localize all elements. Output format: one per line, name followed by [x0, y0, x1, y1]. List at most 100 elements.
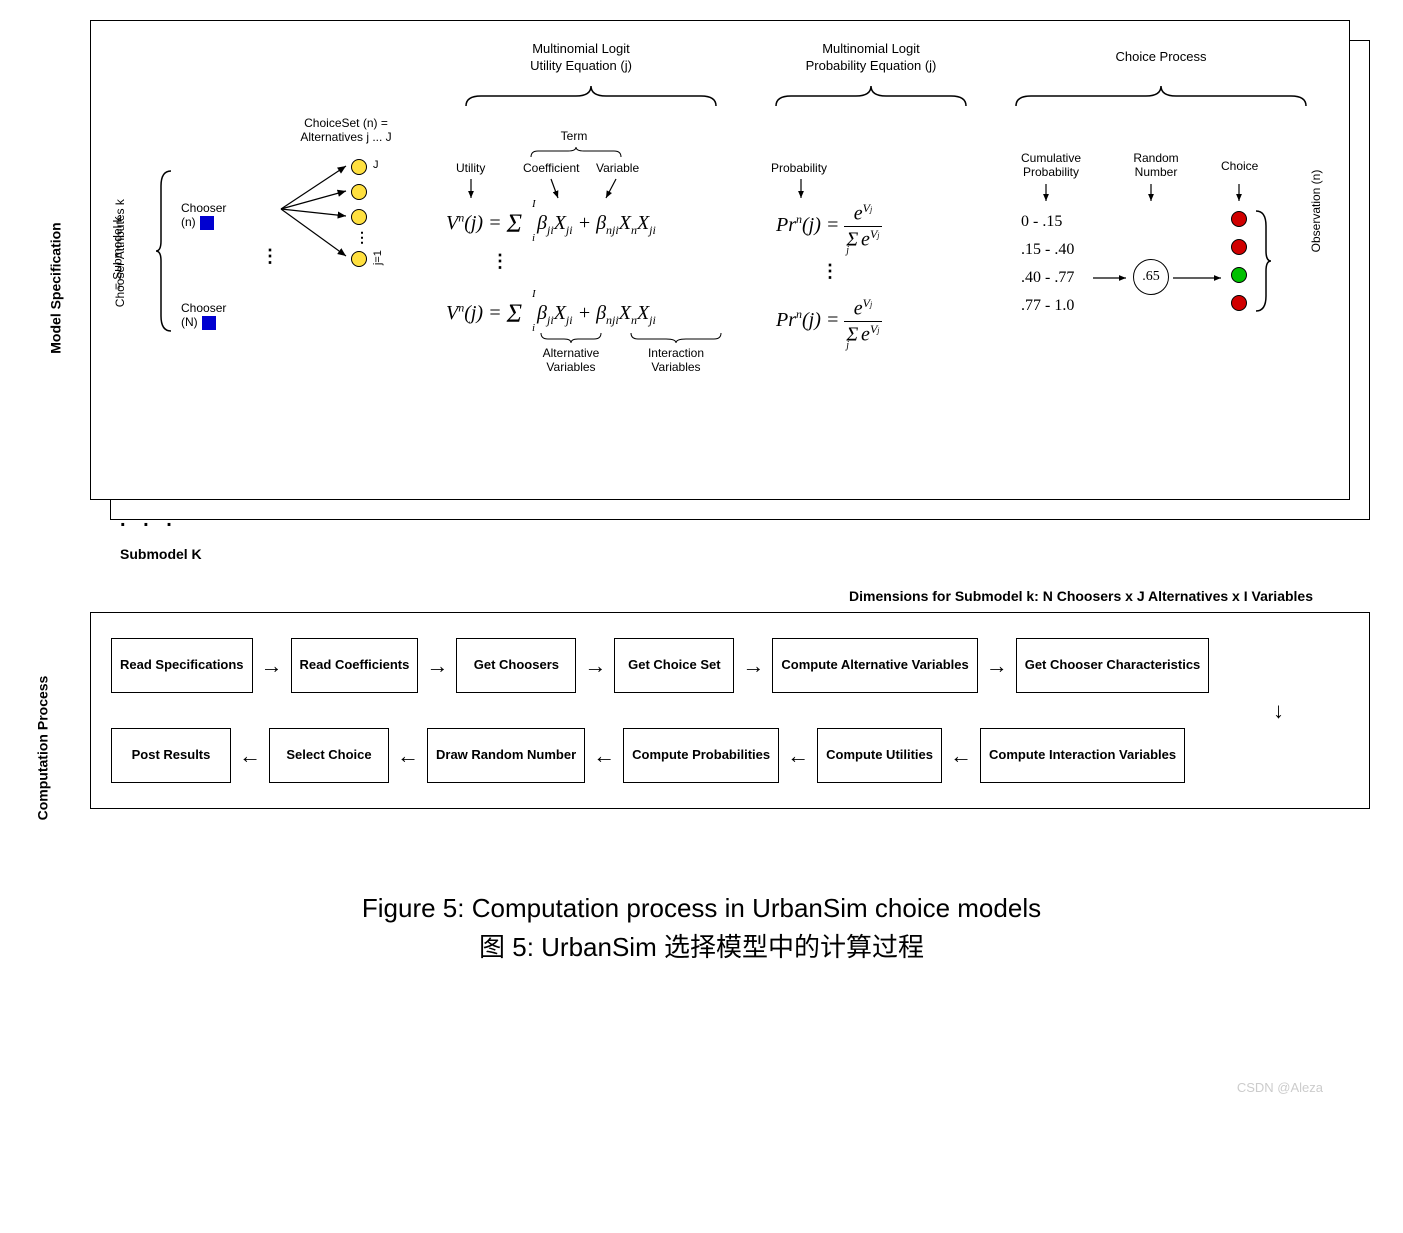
choice-dot-2	[1231, 267, 1247, 283]
brace-obs	[1253, 206, 1273, 316]
brace-utility	[461, 81, 721, 111]
step-get-choosers: Get Choosers	[456, 638, 576, 693]
arrow-icon: →	[584, 653, 606, 679]
dimensions-text: Dimensions for Submodel k: N Choosers x …	[40, 588, 1313, 604]
step-compute-prob: Compute Probabilities	[623, 728, 779, 783]
brace-chooser	[156, 166, 176, 336]
step-get-choiceset: Get Choice Set	[614, 638, 734, 693]
randnum-label: Random Number	[1121, 151, 1191, 180]
alt-circle-2	[351, 184, 367, 200]
choice-section-title: Choice Process	[1031, 49, 1291, 66]
step-read-spec: Read Specifications	[111, 638, 253, 693]
random-value: .65	[1142, 269, 1160, 285]
range-to-rand-arrow	[1091, 271, 1131, 286]
prob-vdots: ⋮	[821, 261, 839, 282]
step-compute-util: Compute Utilities	[817, 728, 942, 783]
chooser-big-n: Chooser (N)	[181, 301, 226, 330]
alt-circle-j	[351, 251, 367, 267]
step-post-results: Post Results	[111, 728, 231, 783]
submodel-k-label: Submodel K	[120, 546, 202, 562]
range-2: .40 - .77	[1021, 269, 1074, 287]
figure-caption: Figure 5: Computation process in UrbanSi…	[40, 889, 1363, 967]
utility-title-2: Utility Equation (j)	[530, 58, 632, 73]
utility-arrows	[456, 176, 656, 206]
caption-en: Figure 5: Computation process in UrbanSi…	[40, 889, 1363, 928]
choice-arrows	[1011, 181, 1271, 206]
alt-vdots: ⋮	[355, 229, 369, 246]
random-circle: .65	[1133, 259, 1169, 295]
comp-process-label: Computation Process	[34, 676, 50, 821]
model-spec-label: Model Specification	[48, 222, 64, 353]
term-label: Term	[549, 129, 599, 143]
j-eq-1-label: j=1	[372, 250, 385, 265]
step-get-chooser-char: Get Chooser Characteristics	[1016, 638, 1210, 693]
arrow-icon: ←	[787, 743, 809, 769]
spec-content: Multinomial Logit Utility Equation (j) M…	[91, 21, 1349, 499]
arrow-icon: ←	[950, 743, 972, 769]
int-vars-2: Variables	[651, 360, 700, 374]
panel-main: Multinomial Logit Utility Equation (j) M…	[90, 20, 1350, 500]
range-0: 0 - .15	[1021, 213, 1062, 231]
chooser-attr-2: = Submodel k	[111, 216, 125, 290]
cumprob-2: Probability	[1023, 165, 1079, 179]
utility-section-title: Multinomial Logit Utility Equation (j)	[471, 41, 691, 75]
step-draw-random: Draw Random Number	[427, 728, 585, 783]
utility-formula-2: Vn(j) = ΣIi βjiXji + βnjiXnXji	[446, 296, 656, 328]
term-brace	[526, 145, 626, 159]
caption-zh: 图 5: UrbanSim 选择模型中的计算过程	[40, 928, 1363, 967]
blue-square-icon	[200, 216, 214, 230]
utility-arrow-label: Utility	[456, 161, 485, 175]
alt-int-braces	[536, 331, 726, 345]
arrow-icon: ←	[239, 743, 261, 769]
flow-row-2: Post Results ← Select Choice ← Draw Rand…	[111, 728, 1349, 783]
step-select-choice: Select Choice	[269, 728, 389, 783]
alt-vars-1: Alternative	[543, 346, 600, 360]
panel-ellipsis: . . .	[120, 509, 178, 532]
choice-dot-1	[1231, 239, 1247, 255]
diagram-root: Model Specification Multinomial Logit Ut…	[40, 20, 1363, 967]
prob-formula-1: Prn(j) = eVj ΣjeVj	[776, 201, 882, 251]
choiceset-2: Alternatives j ... J	[300, 130, 391, 144]
randnum-2: Number	[1135, 165, 1178, 179]
prob-arrow-label: Probability	[771, 161, 827, 175]
step-compute-alt: Compute Alternative Variables	[772, 638, 977, 693]
arrow-icon: ←	[593, 743, 615, 769]
brace-prob	[771, 81, 971, 111]
cumprob-1: Cumulative	[1021, 151, 1081, 165]
chooser-n: Chooser (n)	[181, 201, 226, 230]
random-value-circle: .65	[1133, 259, 1169, 295]
var-arrow-label: Variable	[596, 161, 639, 175]
step-read-coeff: Read Coefficients	[291, 638, 419, 693]
range-3: .77 - 1.0	[1021, 297, 1074, 315]
obs-label: Observation (n)	[1269, 116, 1283, 216]
arrow-down-icon: ↓	[1273, 698, 1284, 724]
j-upper-label: J	[373, 159, 379, 172]
obs-text: Observation (n)	[1309, 170, 1323, 253]
flow-row-1: Read Specifications → Read Coefficients …	[111, 638, 1349, 693]
utility-formula-1: Vn(j) = ΣIi βjiXji + βnjiXnXji	[446, 206, 656, 238]
choiceset-1: ChoiceSet (n) =	[304, 116, 388, 130]
choice-dot-0	[1231, 211, 1247, 227]
watermark: CSDN @Aleza	[1237, 1080, 1323, 1095]
cumprob-label: Cumulative Probability	[1011, 151, 1091, 180]
coeff-arrow-label: Coefficient	[523, 161, 579, 175]
model-spec-panel: Multinomial Logit Utility Equation (j) M…	[90, 20, 1363, 500]
int-vars-1: Interaction	[648, 346, 704, 360]
choice-label: Choice	[1221, 159, 1258, 173]
blue-square-icon-2	[202, 316, 216, 330]
prob-title-2: Probability Equation (j)	[806, 58, 937, 73]
prob-title-1: Multinomial Logit	[822, 41, 920, 56]
alt-circle-3	[351, 209, 367, 225]
choice-dot-3	[1231, 295, 1247, 311]
alt-vars-label: Alternative Variables	[531, 346, 611, 375]
arrow-icon: →	[261, 653, 283, 679]
utility-title-1: Multinomial Logit	[532, 41, 630, 56]
choiceset-label: ChoiceSet (n) = Alternatives j ... J	[291, 116, 401, 145]
utility-vdots: ⋮	[491, 251, 509, 272]
prob-section-title: Multinomial Logit Probability Equation (…	[771, 41, 971, 75]
arrow-icon: →	[986, 653, 1008, 679]
arrow-icon: ←	[397, 743, 419, 769]
alt-vars-2: Variables	[546, 360, 595, 374]
prob-formula-2: Prn(j) = eVj ΣjeVj	[776, 296, 882, 346]
rand-to-choice-arrow	[1171, 271, 1226, 286]
